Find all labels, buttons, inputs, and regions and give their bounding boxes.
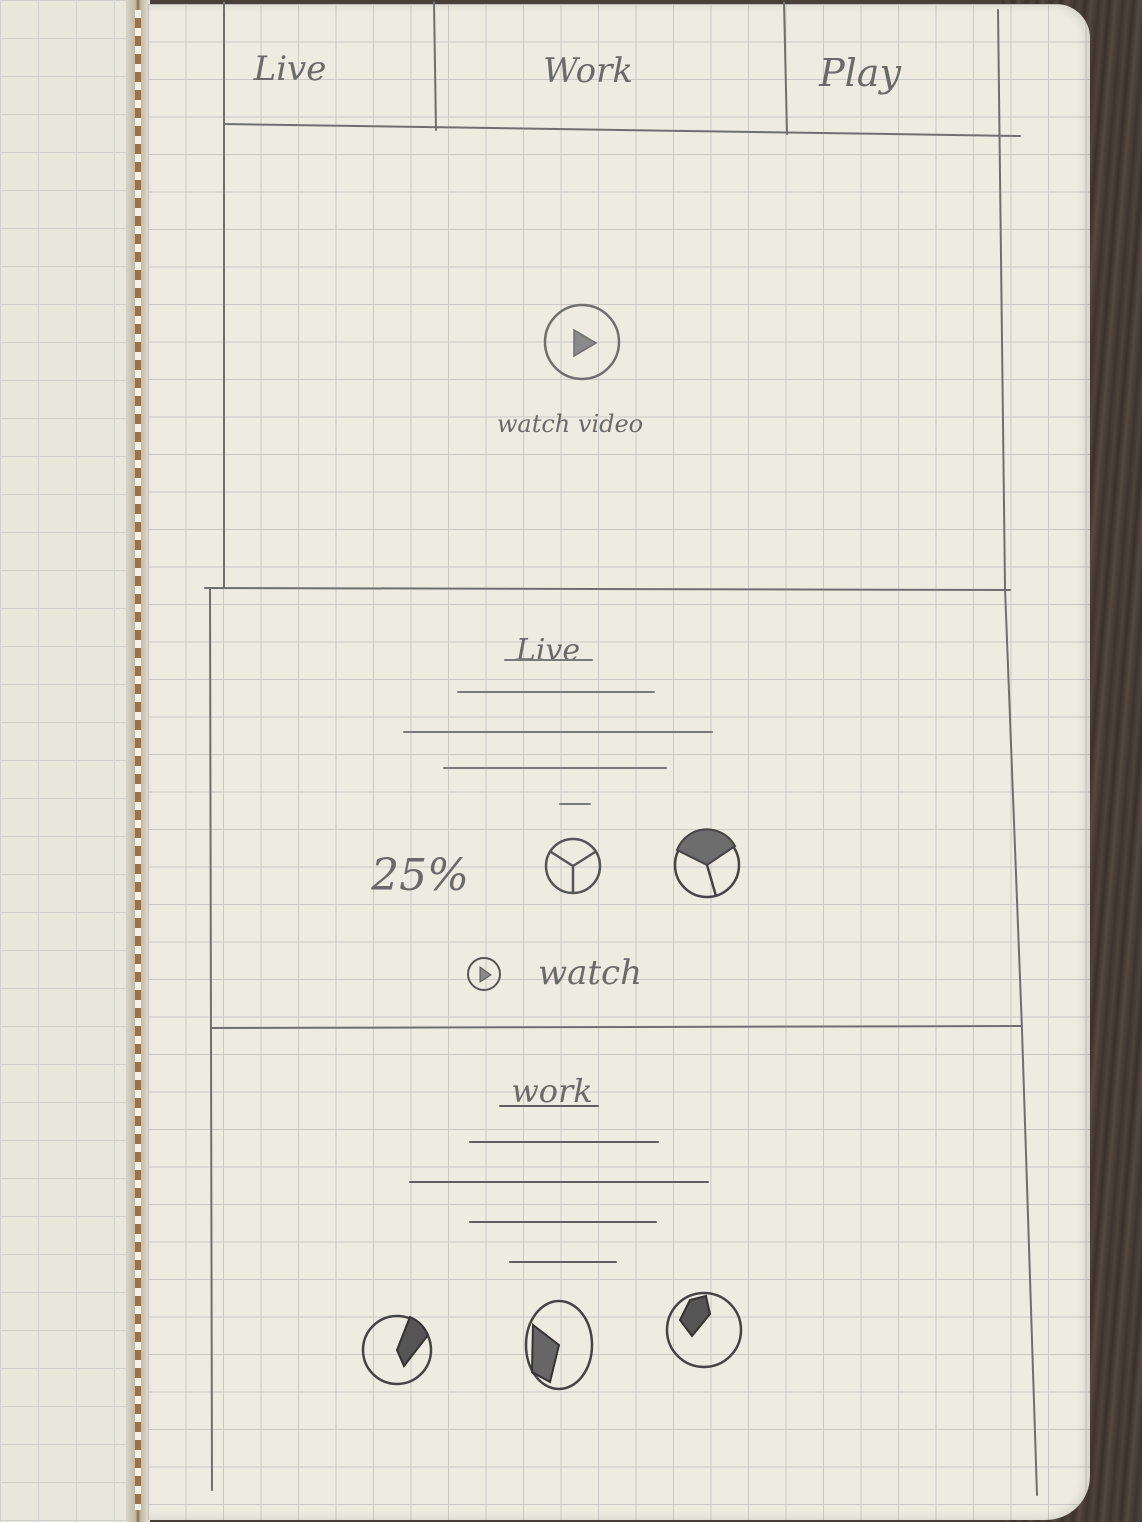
- binding-stitch: [135, 10, 141, 1510]
- pie-chart-icon: [544, 837, 602, 895]
- pie-chart-icon: [665, 1291, 743, 1369]
- work-section-title: work: [511, 1072, 592, 1110]
- tab-work[interactable]: Work: [543, 51, 633, 91]
- pie-chart-icon: [524, 1299, 594, 1391]
- live-stat-percentage: 25%: [370, 850, 469, 901]
- sketch-page: [148, 4, 1090, 1520]
- live-section-title: Live: [515, 633, 580, 668]
- watch-link[interactable]: watch: [538, 953, 642, 993]
- work-text-placeholder: [409, 1105, 709, 1263]
- pie-chart-icon: [673, 828, 741, 899]
- play-icon[interactable]: [543, 303, 621, 381]
- left-notebook-page: [0, 0, 142, 1522]
- watch-video-caption[interactable]: watch video: [497, 410, 643, 438]
- live-text-placeholder: [403, 659, 713, 805]
- tab-live[interactable]: Live: [253, 49, 327, 89]
- watch-play-icon[interactable]: [467, 957, 501, 991]
- tab-play[interactable]: Play: [818, 51, 901, 95]
- pie-chart-icon: [361, 1314, 433, 1386]
